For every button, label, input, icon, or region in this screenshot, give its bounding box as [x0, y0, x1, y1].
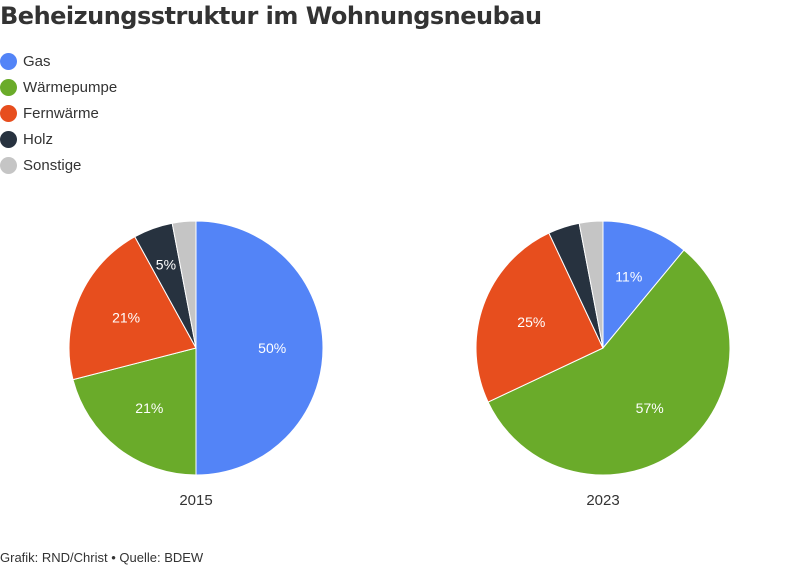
legend-label: Wärmepumpe: [23, 78, 118, 96]
legend-item-gas: Gas: [0, 48, 117, 74]
legend-label: Gas: [23, 52, 51, 70]
legend-item-waermepumpe: Wärmepumpe: [0, 74, 117, 100]
slice-label: 50%: [258, 340, 286, 356]
legend-swatch: [0, 52, 17, 70]
slice-label: 11%: [615, 268, 642, 284]
legend-label: Holz: [23, 130, 54, 148]
legend-swatch: [0, 130, 17, 148]
pie-slice: [487, 249, 731, 476]
pie-slice: [72, 347, 197, 476]
legend-swatch: [0, 78, 17, 96]
legend: Gas Wärmepumpe Fernwärme Holz Sonstige: [0, 48, 117, 178]
pie-year-label: 2015: [179, 492, 212, 509]
pie-slice: [195, 220, 324, 476]
pie-slice: [171, 220, 197, 349]
legend-label: Sonstige: [23, 156, 82, 174]
chart-title: Beheizungsstruktur im Wohnungsneubau: [0, 2, 542, 30]
pie-slice: [602, 220, 685, 350]
slice-label: 57%: [636, 400, 664, 416]
pie-slice: [578, 220, 604, 349]
legend-item-holz: Holz: [0, 126, 117, 152]
legend-label: Fernwärme: [23, 104, 99, 122]
legend-swatch: [0, 156, 17, 174]
slice-label: 21%: [135, 400, 163, 416]
pie-charts: 50% 21% 21% 5% 2015 11% 57% 25% 2023: [68, 220, 731, 509]
pie-slice: [68, 236, 197, 381]
legend-item-fernwaerme: Fernwärme: [0, 100, 117, 126]
slice-label: 5%: [156, 256, 176, 272]
pie-2015: 50% 21% 21% 5%: [68, 220, 324, 476]
pie-year-label: 2023: [586, 492, 619, 509]
legend-swatch: [0, 104, 17, 122]
pie-2023: 11% 57% 25%: [475, 220, 731, 476]
legend-item-sonstige: Sonstige: [0, 152, 117, 178]
slice-label: 21%: [112, 310, 140, 326]
source-note: Grafik: RND/Christ • Quelle: BDEW: [0, 550, 204, 565]
slice-label: 25%: [517, 314, 545, 330]
pie-slice: [475, 232, 604, 403]
